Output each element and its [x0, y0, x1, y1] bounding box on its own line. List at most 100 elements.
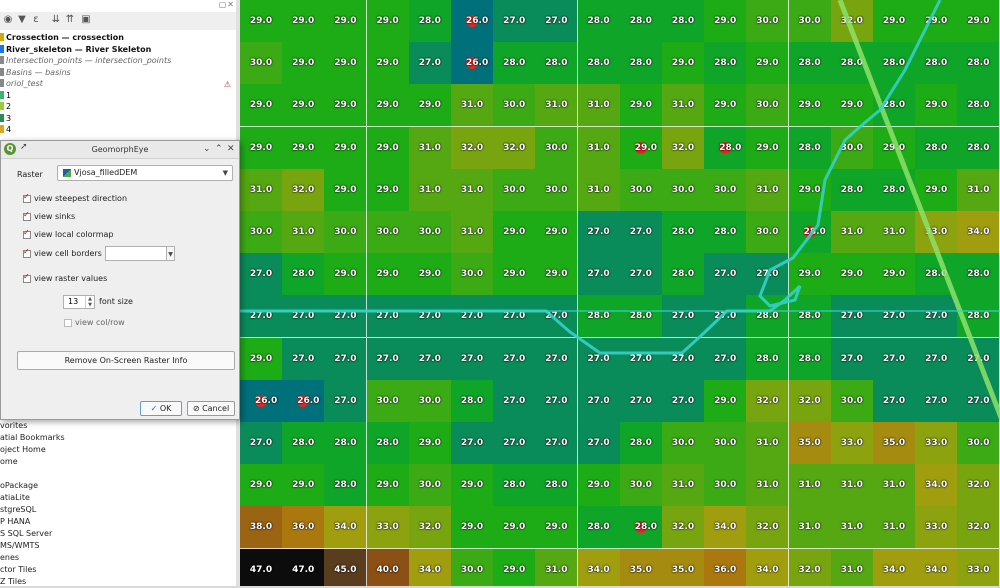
layer-symbol-icon: [0, 79, 4, 87]
layer-item[interactable]: 1: [0, 90, 11, 102]
raster-cell: 31.0: [662, 84, 705, 128]
browser-item[interactable]: oject Home: [0, 445, 46, 454]
cell-value-wrap: 27.0: [620, 354, 662, 364]
panel-window-buttons[interactable]: ▢✕: [218, 0, 235, 9]
sink-cell-value: 28.0: [634, 521, 658, 534]
layer-item[interactable]: Basins — basins: [0, 67, 71, 79]
cell-value-wrap: 29.0: [746, 58, 788, 68]
map-canvas[interactable]: 29.0 29.0 29.0 29.0 28.0 26.0 27.0 27.0 28.0 28.0…: [240, 0, 1000, 586]
cell-value: 27.0: [418, 311, 441, 322]
cell-value-wrap: 31.0: [282, 227, 324, 237]
ok-label: OK: [159, 404, 172, 413]
raster-cell: 26.0: [240, 379, 283, 423]
collapse-all-icon[interactable]: ⇈: [65, 14, 75, 25]
browser-item[interactable]: ctor Tiles: [0, 565, 37, 574]
cell-value-wrap: 27.0: [578, 269, 620, 279]
remove-raster-info-button[interactable]: Remove On-Screen Raster Info: [17, 351, 235, 370]
cell-value-wrap: 29.0: [957, 16, 999, 26]
browser-item[interactable]: atiaLite: [0, 493, 30, 502]
browser-item[interactable]: Z Tiles: [0, 577, 27, 586]
remove-layer-icon[interactable]: ▣: [81, 14, 91, 25]
cell-value-wrap: 31.0: [535, 100, 577, 110]
river-skeleton: [240, 0, 942, 355]
raster-cell: 33.0: [366, 506, 410, 550]
minimize-chevron-icon[interactable]: ⌄: [203, 144, 211, 154]
layer-item[interactable]: 2: [0, 101, 11, 113]
browser-item[interactable]: P HANA: [0, 517, 31, 526]
eye-icon[interactable]: ◉: [3, 14, 13, 25]
cell-value-wrap: 28.0: [367, 438, 409, 448]
view-steepest-direction-checkbox[interactable]: [23, 192, 31, 203]
layer-item[interactable]: River_skeleton — River Skeleton: [0, 44, 151, 56]
cancel-button[interactable]: ⊘ Cancel: [187, 401, 235, 416]
cell-value-wrap: 28.0: [662, 269, 704, 279]
cell-value-wrap: 31.0: [451, 185, 493, 195]
raster-cell: 30.0: [493, 84, 537, 128]
pin-icon[interactable]: ➚: [20, 142, 28, 152]
cell-value-wrap: 31.0: [873, 227, 915, 237]
browser-item[interactable]: stgreSQL: [0, 505, 37, 514]
check-icon: ✓: [150, 404, 158, 413]
browser-item[interactable]: MS/WMTS: [0, 541, 40, 550]
maximize-chevron-icon[interactable]: ⌃: [215, 144, 223, 154]
expression-filter-icon[interactable]: ε: [33, 14, 39, 25]
cell-value: 29.0: [503, 227, 526, 237]
cell-value: 32.0: [671, 142, 695, 153]
raster-cell: 29.0: [788, 84, 832, 128]
spin-arrows-icon[interactable]: ▲ ▼: [85, 296, 94, 308]
raster-cell: 32.0: [957, 464, 1000, 508]
cell-value: 30.0: [545, 184, 568, 195]
cell-value-wrap: 28.0: [704, 141, 746, 154]
cell-value-wrap: 30.0: [620, 480, 662, 490]
close-icon[interactable]: ✕: [227, 144, 235, 154]
layer-item[interactable]: Crossection — crossection: [0, 32, 124, 44]
cell-value: 31.0: [292, 227, 315, 237]
layer-item[interactable]: 3: [0, 113, 11, 125]
browser-item[interactable]: ome: [0, 457, 18, 466]
browser-item[interactable]: S SQL Server: [0, 529, 53, 538]
filter-icon[interactable]: ▼: [18, 14, 26, 25]
cell-value-wrap: 28.0: [704, 227, 746, 237]
browser-item[interactable]: atial Bookmarks: [0, 433, 65, 442]
cell-value: 31.0: [545, 564, 568, 575]
cell-value-wrap: 32.0: [493, 143, 535, 153]
raster-select[interactable]: Vjosa_filledDEM ▼: [57, 165, 233, 181]
browser-item[interactable]: enes: [0, 553, 20, 562]
cell-value: 32.0: [671, 522, 695, 533]
cell-value-wrap: 27.0: [240, 438, 282, 448]
view-cell-borders-checkbox[interactable]: [23, 247, 31, 258]
view-sinks-checkbox[interactable]: [23, 210, 31, 221]
raster-cell: 31.0: [408, 126, 452, 170]
cell-value: 29.0: [376, 58, 399, 69]
cell-value-wrap: 29.0: [789, 185, 831, 195]
layer-item[interactable]: Intersection_points — intersection_point…: [0, 55, 171, 67]
font-size-spinbox[interactable]: 13 ▲ ▼: [63, 295, 95, 309]
cell-value: 28.0: [967, 142, 990, 153]
color-picker-arrow-icon[interactable]: ▼: [167, 246, 175, 261]
raster-cell: 27.0: [493, 295, 537, 339]
raster-cell: 29.0: [408, 84, 452, 128]
cell-value: 33.0: [376, 522, 399, 533]
sink-cell-value: 28.0: [803, 226, 826, 238]
raster-cell: 31.0: [451, 84, 494, 128]
browser-item[interactable]: oPackage: [0, 481, 39, 490]
view-local-colormap-checkbox[interactable]: [23, 228, 31, 239]
ok-button[interactable]: ✓ OK: [140, 401, 182, 416]
raster-cell: 27.0: [408, 295, 452, 339]
cell-value-wrap: 27.0: [704, 354, 746, 364]
cell-value-wrap: 27.0: [578, 396, 620, 406]
cell-value: 29.0: [249, 480, 273, 491]
layer-item[interactable]: 4: [0, 124, 11, 136]
cell-value-wrap: 29.0: [915, 16, 957, 26]
dialog-titlebar[interactable]: Q ➚ GeomorphEye ⌄ ⌃ ✕: [1, 141, 239, 159]
cell-value: 32.0: [967, 480, 990, 491]
cell-value: 28.0: [545, 480, 568, 491]
view-colrow-checkbox[interactable]: [64, 319, 72, 327]
layer-item[interactable]: oriol_test: [0, 78, 43, 90]
cell-value: 31.0: [460, 227, 484, 237]
browser-item[interactable]: vorites: [0, 421, 28, 430]
cell-value-wrap: 28.0: [746, 354, 788, 364]
expand-all-icon[interactable]: ⇊: [51, 14, 61, 25]
view-raster-values-checkbox[interactable]: [23, 272, 31, 283]
cell-border-color-picker[interactable]: [105, 246, 167, 261]
